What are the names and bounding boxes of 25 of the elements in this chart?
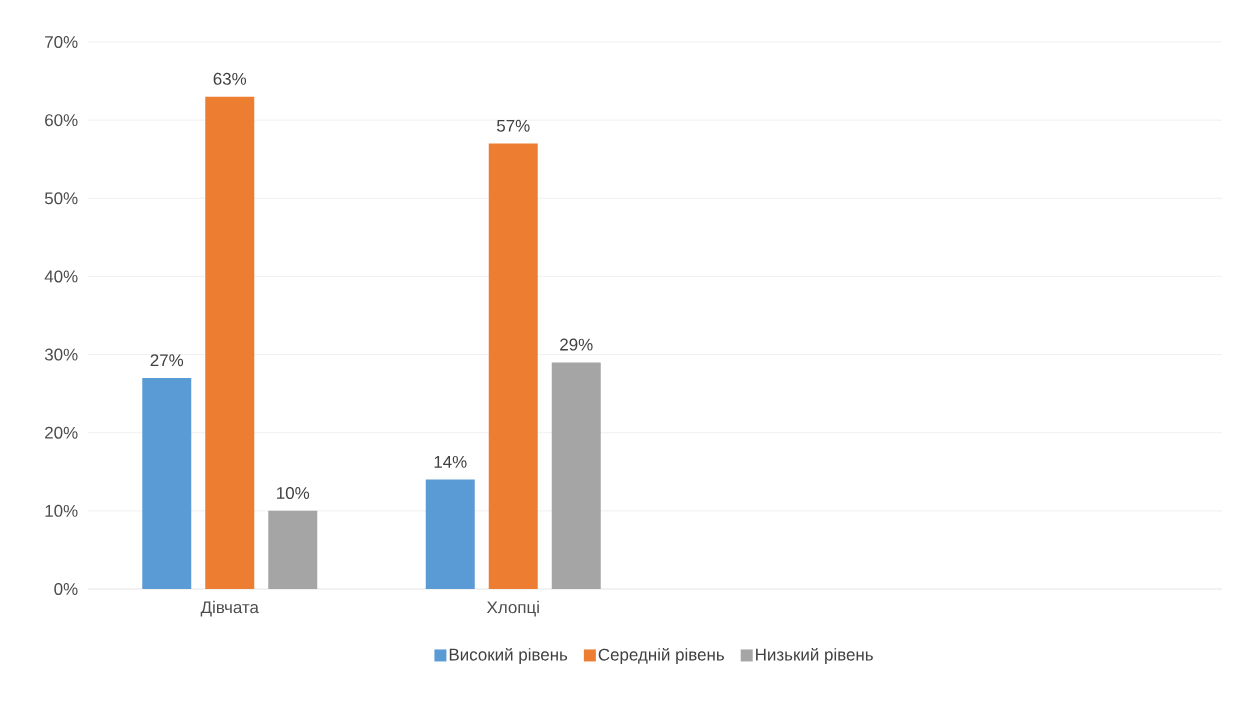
- y-tick-label: 60%: [45, 114, 78, 127]
- y-tick-label: 10%: [45, 504, 78, 517]
- y-tick-label: 40%: [44, 270, 78, 283]
- data-label: 14%: [434, 455, 467, 468]
- bar: [268, 510, 318, 589]
- legend-label: Середній рівень: [598, 647, 724, 664]
- data-label: 29%: [560, 338, 593, 351]
- y-tick-label: 20%: [45, 426, 78, 439]
- data-label: 10%: [277, 487, 310, 500]
- data-label: 63%: [213, 72, 247, 85]
- y-tick-label: 0%: [54, 583, 78, 595]
- y-tick-label: 70%: [45, 36, 78, 48]
- legend-label: Низький рівень: [756, 647, 873, 664]
- x-tick-label: Хлопці: [486, 600, 539, 617]
- bar: [142, 378, 192, 589]
- data-label: 27%: [150, 354, 184, 367]
- bar: [551, 362, 601, 589]
- y-tick-label: 30%: [44, 348, 78, 361]
- y-tick-label: 50%: [44, 192, 78, 205]
- bar: [425, 479, 475, 589]
- data-label: 57%: [496, 119, 530, 132]
- bar: [488, 143, 538, 589]
- legend-label: Високий рівень: [449, 647, 568, 664]
- x-tick-label: Дівчата: [200, 600, 259, 617]
- bar: [205, 96, 255, 589]
